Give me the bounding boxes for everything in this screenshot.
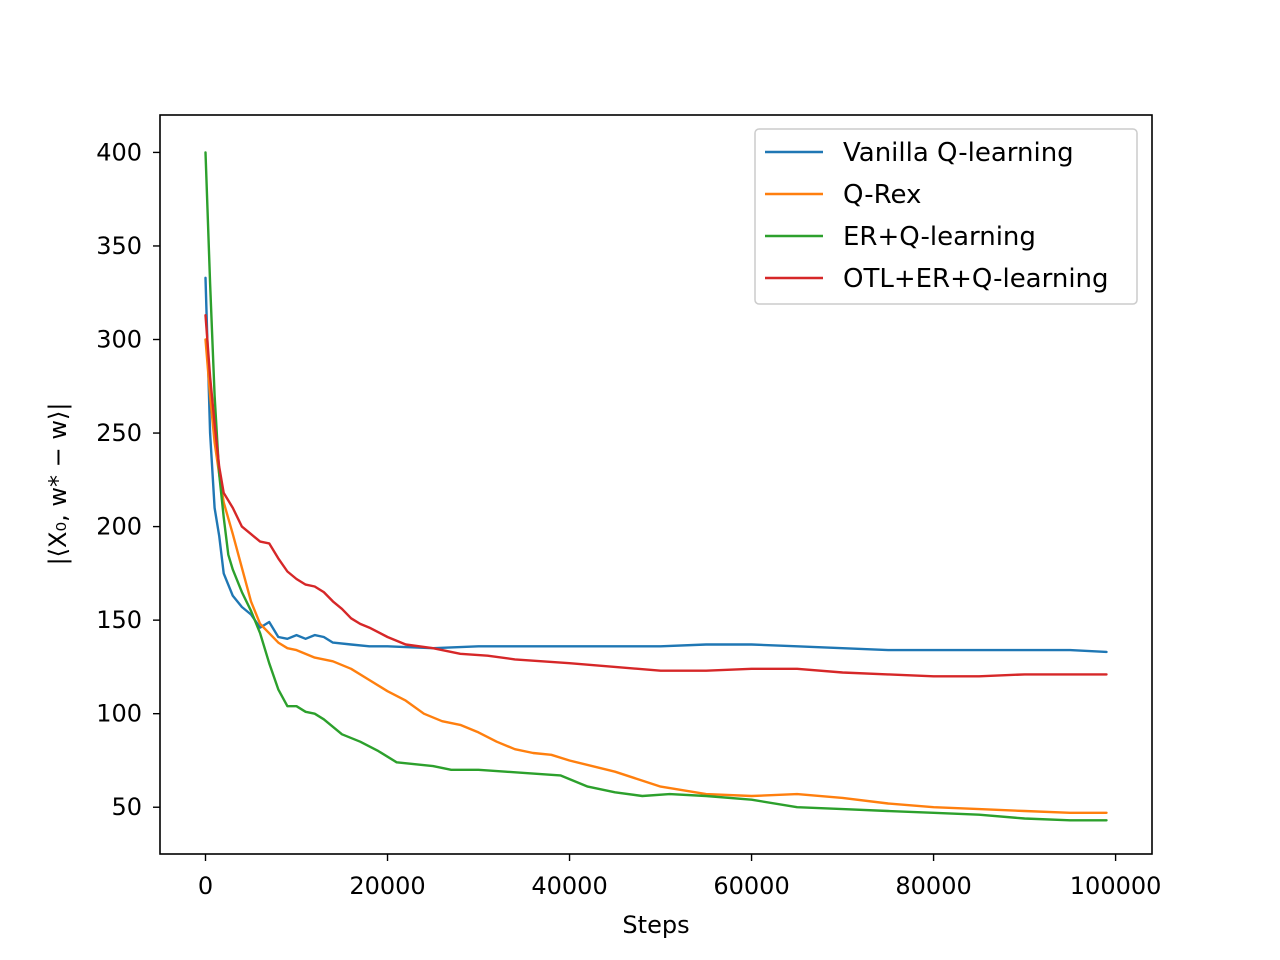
y-tick-label: 100	[96, 700, 142, 728]
y-tick-label: 400	[96, 138, 142, 166]
x-axis: 0 20000 40000 60000 80000 100000	[198, 854, 1162, 900]
series-line-2	[204, 151, 1108, 822]
x-tick-label: 100000	[1070, 872, 1162, 900]
legend-label-0: Vanilla Q-learning	[843, 138, 1074, 168]
series-line-0	[204, 276, 1108, 654]
legend-label-2: ER+Q-learning	[843, 222, 1036, 252]
y-axis-label: |⟨X₀, w* − w⟩|	[44, 403, 72, 566]
x-tick-label: 40000	[531, 872, 607, 900]
y-axis: 50 100 150 200 250 300 350 400	[96, 138, 160, 821]
y-tick-label: 300	[96, 326, 142, 354]
legend: Vanilla Q-learning Q-Rex ER+Q-learning OTL+…	[754, 128, 1138, 305]
legend-label-1: Q-Rex	[843, 180, 921, 210]
y-tick-label: 150	[96, 606, 142, 634]
legend-label-3: OTL+ER+Q-learning	[843, 264, 1109, 294]
series-layer	[204, 151, 1108, 822]
x-tick-label: 80000	[895, 872, 971, 900]
x-tick-label: 20000	[349, 872, 425, 900]
plot-frame	[159, 114, 1153, 855]
series-line-1	[204, 338, 1108, 814]
y-tick-label: 350	[96, 232, 142, 260]
series-line-3	[204, 314, 1108, 678]
legend-box	[754, 128, 1138, 305]
y-tick-label: 250	[96, 419, 142, 447]
y-tick-label: 200	[96, 513, 142, 541]
x-tick-label: 60000	[713, 872, 789, 900]
x-tick-label: 0	[198, 872, 213, 900]
x-axis-label: Steps	[622, 911, 689, 939]
y-tick-label: 50	[111, 793, 142, 821]
